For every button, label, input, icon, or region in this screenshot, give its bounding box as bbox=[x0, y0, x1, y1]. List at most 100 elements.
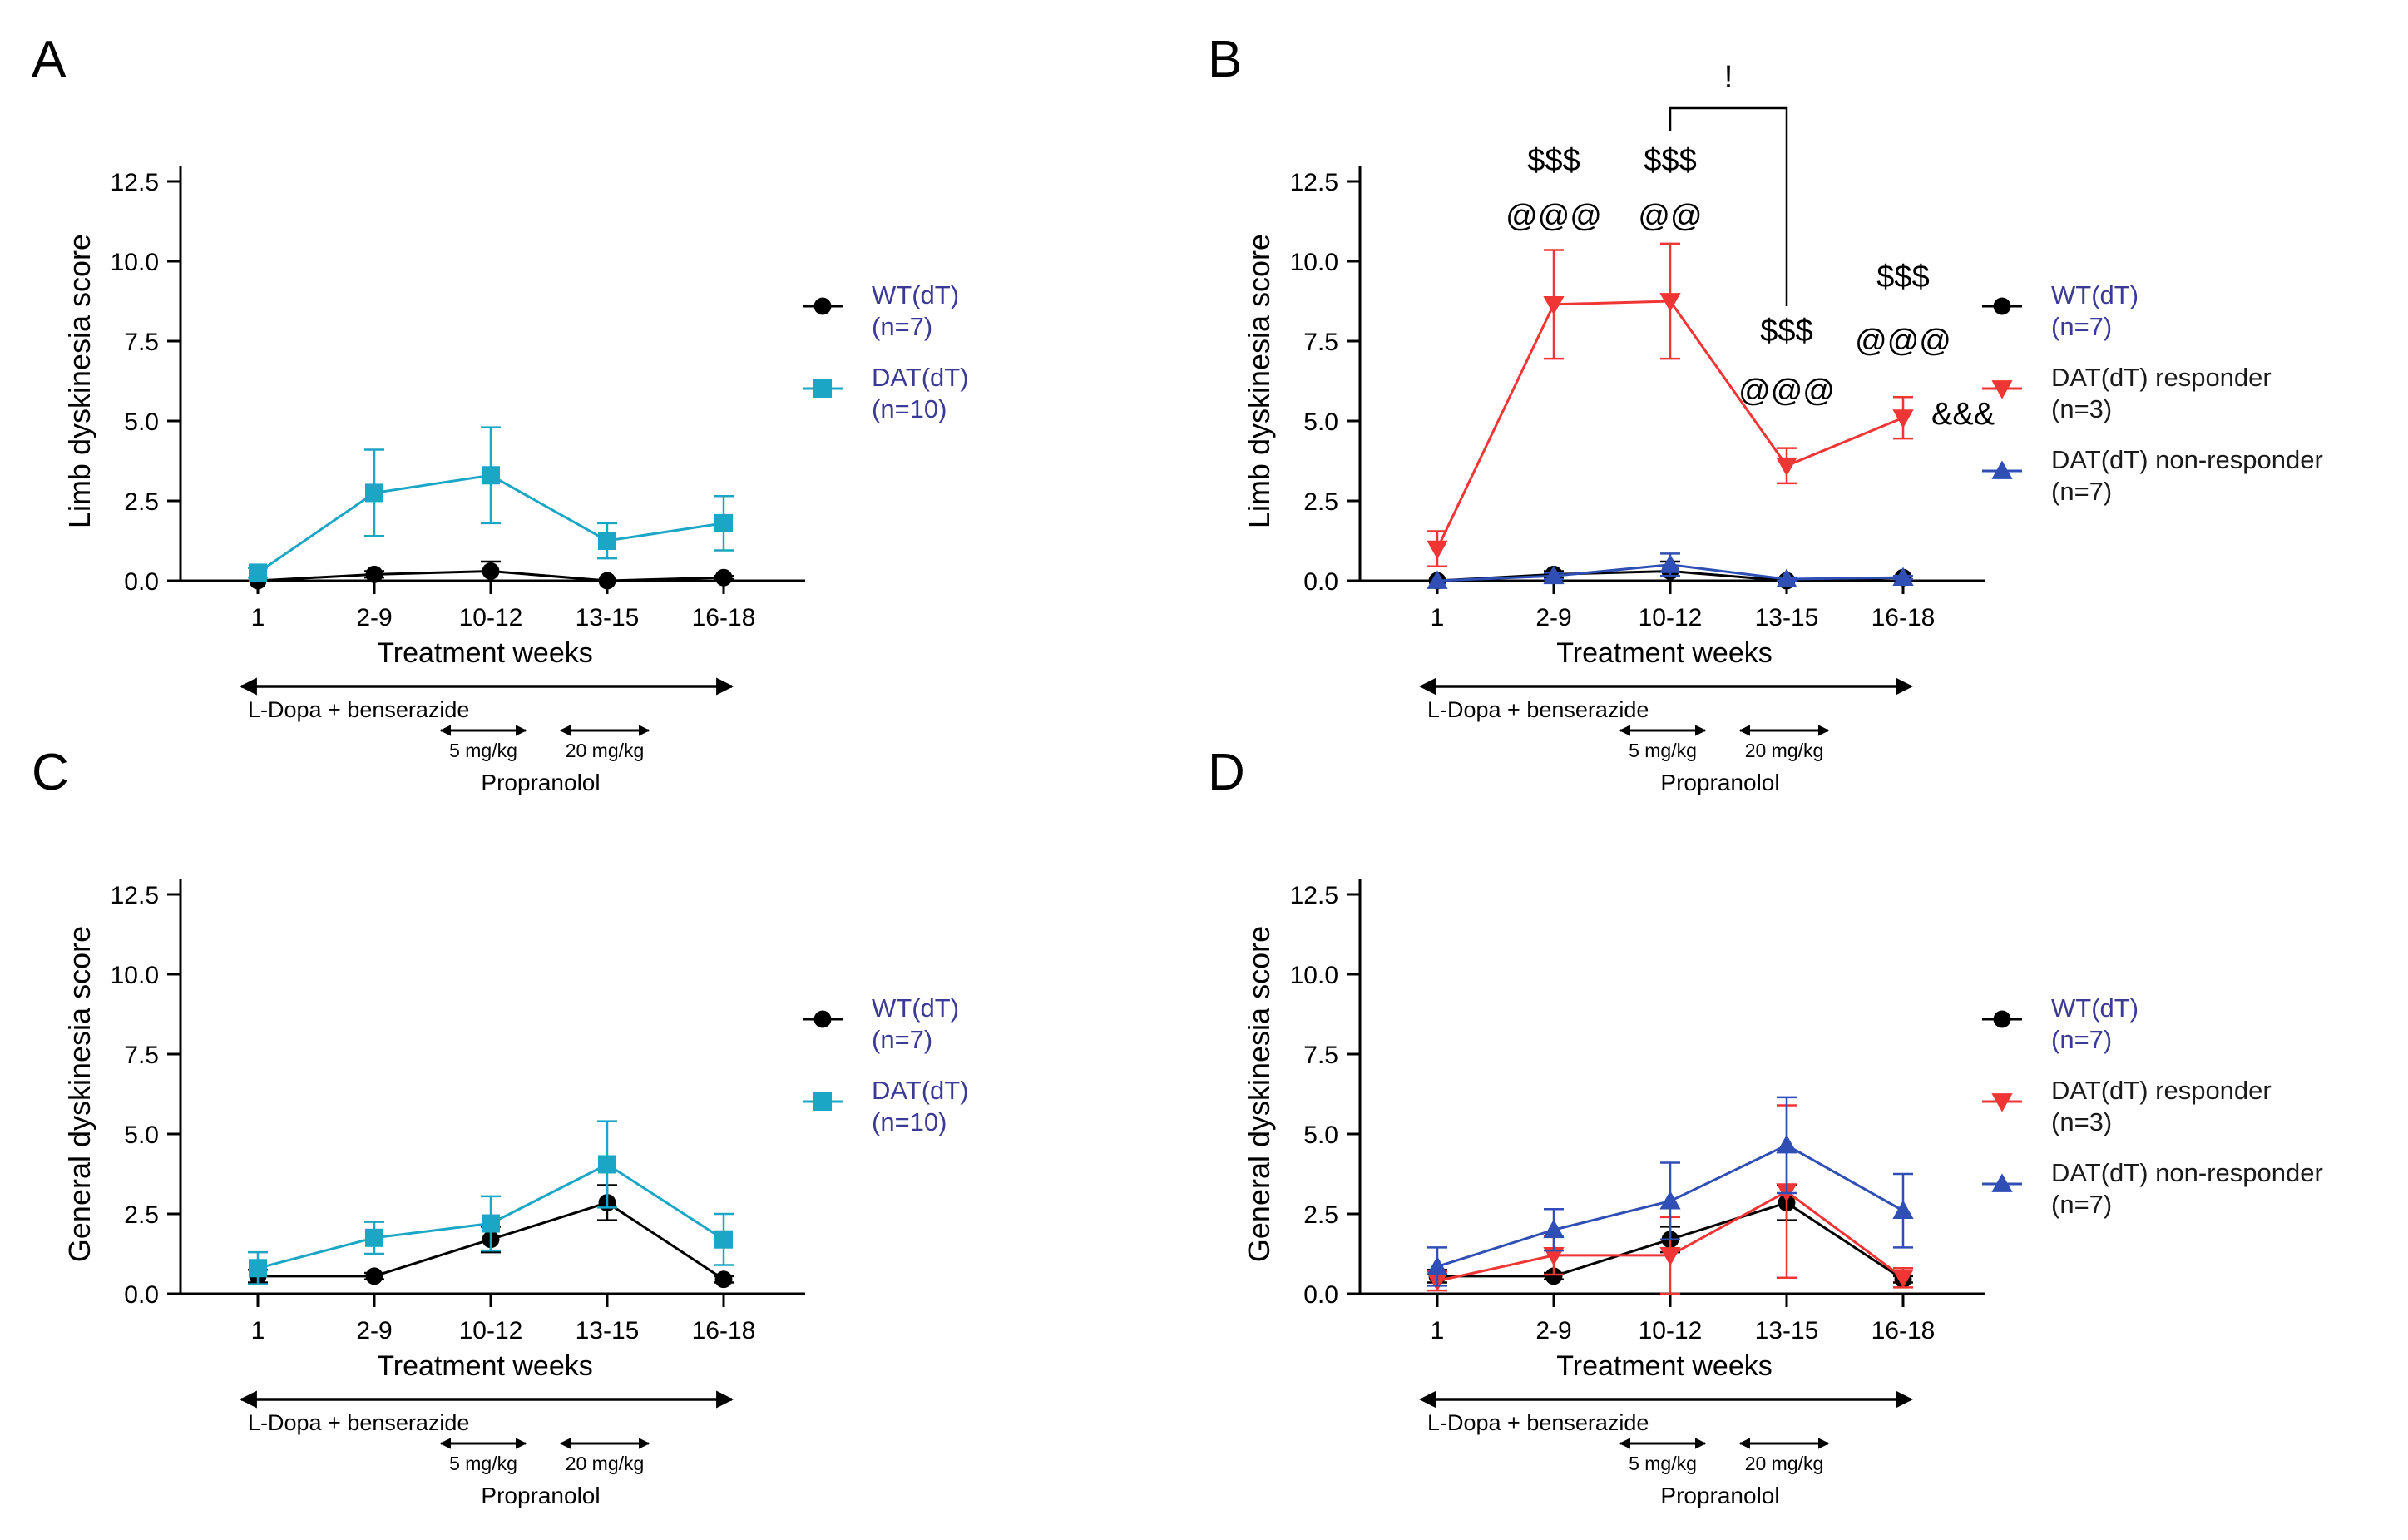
panel-letter: B bbox=[1208, 31, 1242, 88]
comparison-bracket bbox=[1669, 106, 1788, 306]
data-point bbox=[714, 1270, 733, 1289]
x-tick-label: 1 bbox=[251, 604, 265, 631]
x-tick-label: 2-9 bbox=[356, 1317, 392, 1344]
legend-n: (n=7) bbox=[2051, 1190, 2112, 1219]
dose2-label: 20 mg/kg bbox=[1745, 740, 1824, 761]
ldopa-label: L-Dopa + benserazide bbox=[1427, 697, 1649, 722]
legend-item-responder: DAT(dT) responder(n=3) bbox=[1982, 363, 2272, 423]
legend-marker bbox=[1991, 380, 2013, 399]
y-axis-label: Limb dyskinesia score bbox=[62, 234, 96, 528]
data-point bbox=[714, 568, 733, 587]
significance-annotation: @@@ bbox=[1738, 374, 1835, 409]
significance-annotation: @@@ bbox=[1506, 199, 1602, 234]
y-tick-label: 0.0 bbox=[1303, 568, 1338, 596]
ldopa-label: L-Dopa + benserazide bbox=[1427, 1410, 1649, 1435]
legend-label: DAT(dT) responder bbox=[2051, 363, 2272, 392]
legend-label: DAT(dT) non-responder bbox=[2051, 445, 2323, 474]
propranolol-label: Propranolol bbox=[1660, 770, 1779, 795]
legend-n: (n=10) bbox=[872, 1107, 947, 1136]
y-axis-label: General dyskinesia score bbox=[62, 926, 96, 1262]
x-tick-label: 1 bbox=[1431, 604, 1445, 631]
y-tick-label: 7.5 bbox=[124, 1042, 159, 1069]
data-point bbox=[1543, 1219, 1565, 1239]
data-point bbox=[714, 1230, 733, 1249]
propranolol-label: Propranolol bbox=[1660, 1483, 1779, 1508]
y-tick-label: 12.5 bbox=[111, 169, 159, 196]
data-point bbox=[1892, 1269, 1914, 1289]
dose1-label: 5 mg/kg bbox=[1629, 1453, 1697, 1474]
series-non_responder bbox=[1427, 1096, 1914, 1287]
x-tick-label: 1 bbox=[1431, 1317, 1445, 1344]
y-tick-label: 7.5 bbox=[124, 329, 159, 356]
data-point bbox=[1892, 409, 1914, 428]
y-tick-label: 0.0 bbox=[124, 568, 159, 596]
significance-annotation: $$$ bbox=[1644, 143, 1696, 178]
x-tick-label: 13-15 bbox=[576, 604, 640, 631]
data-point bbox=[1427, 1255, 1448, 1275]
propranolol-label: Propranolol bbox=[481, 1483, 600, 1508]
y-tick-label: 10.0 bbox=[111, 962, 159, 989]
y-tick-label: 0.0 bbox=[124, 1281, 159, 1309]
legend-label: WT(dT) bbox=[872, 280, 959, 309]
treatment-schedule: L-Dopa + benserazide 5 mg/kg 20 mg/kg Propr… bbox=[1418, 1390, 1914, 1508]
dose2-label: 20 mg/kg bbox=[566, 740, 645, 761]
x-tick-label: 1 bbox=[251, 1317, 265, 1344]
x-tick-label: 2-9 bbox=[1535, 604, 1571, 631]
series-responder bbox=[1427, 242, 1914, 567]
x-tick-label: 16-18 bbox=[1872, 604, 1936, 631]
series-dat bbox=[248, 1120, 734, 1285]
series-dat bbox=[248, 426, 734, 582]
x-tick-label: 16-18 bbox=[692, 604, 756, 631]
legend-n: (n=3) bbox=[2051, 1107, 2112, 1136]
legend-n: (n=7) bbox=[872, 1025, 932, 1054]
significance-annotation: @@@ bbox=[1855, 324, 1951, 359]
y-tick-label: 2.5 bbox=[124, 488, 159, 516]
data-point bbox=[1427, 540, 1448, 560]
y-tick-label: 5.0 bbox=[1303, 409, 1338, 436]
data-point bbox=[598, 1155, 616, 1174]
ldopa-label: L-Dopa + benserazide bbox=[248, 1410, 469, 1435]
ldopa-label: L-Dopa + benserazide bbox=[248, 697, 469, 722]
y-tick-label: 2.5 bbox=[1303, 1201, 1338, 1229]
legend-item-wt: WT(dT)(n=7) bbox=[1982, 280, 2139, 341]
propranolol-label: Propranolol bbox=[481, 770, 600, 795]
data-point bbox=[1776, 457, 1797, 477]
data-point bbox=[1659, 1247, 1681, 1266]
legend-marker bbox=[1991, 1173, 2013, 1192]
legend-label: WT(dT) bbox=[2051, 993, 2139, 1023]
data-point bbox=[598, 532, 616, 550]
y-tick-label: 12.5 bbox=[1290, 169, 1338, 196]
panel-c: C 0.0 2.5 5.0 7.5 10.0 12.5 1 2-9 10-12 13-15 16-18… bbox=[32, 744, 969, 1508]
legend-label: DAT(dT) bbox=[872, 363, 969, 392]
bracket-label: ! bbox=[1724, 60, 1733, 95]
data-point bbox=[1659, 293, 1681, 312]
dose2-label: 20 mg/kg bbox=[566, 1453, 645, 1474]
legend-label: DAT(dT) non-responder bbox=[2051, 1158, 2323, 1187]
x-tick-label: 13-15 bbox=[1755, 1317, 1819, 1344]
dose1-label: 5 mg/kg bbox=[449, 1453, 517, 1474]
legend-label: DAT(dT) bbox=[872, 1076, 969, 1105]
x-axis-label: Treatment weeks bbox=[377, 637, 593, 669]
panel-letter: D bbox=[1208, 744, 1245, 801]
legend-item-non_responder: DAT(dT) non-responder (n=7) bbox=[1982, 1158, 2323, 1219]
y-tick-label: 10.0 bbox=[1290, 249, 1338, 276]
legend-item-non_responder: DAT(dT) non-responder (n=7) bbox=[1982, 445, 2323, 506]
data-point bbox=[1543, 1247, 1565, 1266]
dose1-label: 5 mg/kg bbox=[1629, 740, 1697, 761]
data-point bbox=[1659, 1190, 1681, 1210]
series-non_responder bbox=[1427, 552, 1914, 589]
y-tick-label: 2.5 bbox=[124, 1201, 159, 1229]
legend-marker bbox=[813, 1010, 832, 1028]
x-tick-label: 16-18 bbox=[1872, 1317, 1936, 1344]
legend-marker bbox=[1993, 1010, 2011, 1028]
data-point bbox=[482, 466, 500, 485]
legend-item-wt: WT(dT)(n=7) bbox=[1982, 993, 2139, 1054]
data-point bbox=[1659, 554, 1681, 573]
x-tick-label: 10-12 bbox=[459, 1317, 523, 1344]
legend-n: (n=7) bbox=[2051, 1025, 2112, 1054]
legend-marker bbox=[813, 297, 832, 315]
y-tick-label: 7.5 bbox=[1303, 1042, 1338, 1069]
y-tick-label: 2.5 bbox=[1303, 488, 1338, 516]
legend-item-wt: WT(dT)(n=7) bbox=[803, 280, 959, 341]
data-point bbox=[1776, 1134, 1797, 1154]
